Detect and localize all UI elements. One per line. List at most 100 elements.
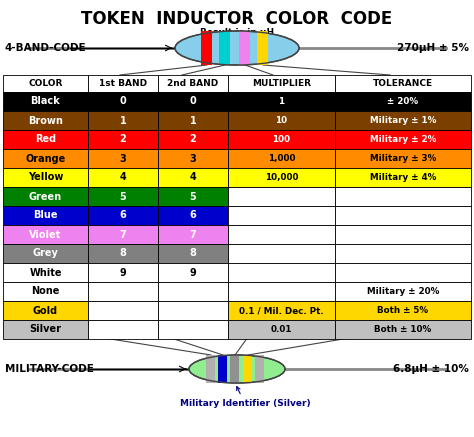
Bar: [158, 187, 228, 206]
Bar: [239, 31, 250, 65]
Text: 100: 100: [273, 135, 291, 144]
Text: 1: 1: [278, 97, 284, 106]
Bar: [3, 75, 88, 92]
Text: White: White: [29, 267, 62, 277]
Bar: [3, 282, 88, 301]
Text: 2: 2: [119, 135, 127, 145]
Bar: [158, 168, 228, 187]
Text: 7: 7: [119, 229, 127, 239]
Bar: [335, 282, 471, 301]
Bar: [335, 206, 471, 225]
Bar: [228, 168, 335, 187]
Text: Green: Green: [29, 191, 62, 201]
Text: 5: 5: [119, 191, 127, 201]
Bar: [335, 187, 471, 206]
Bar: [3, 111, 88, 130]
Bar: [219, 355, 228, 383]
Text: 7: 7: [190, 229, 196, 239]
Text: TOLERANCE: TOLERANCE: [373, 79, 433, 88]
Text: 2nd BAND: 2nd BAND: [167, 79, 219, 88]
Bar: [88, 92, 158, 111]
Bar: [88, 149, 158, 168]
Bar: [228, 149, 335, 168]
Bar: [158, 225, 228, 244]
Bar: [158, 111, 228, 130]
Text: 6.8μH ± 10%: 6.8μH ± 10%: [393, 364, 469, 374]
Text: Blue: Blue: [33, 211, 58, 221]
Text: 0.1 / Mil. Dec. Pt.: 0.1 / Mil. Dec. Pt.: [239, 306, 324, 315]
Bar: [3, 149, 88, 168]
Bar: [3, 187, 88, 206]
Bar: [244, 355, 253, 383]
Bar: [228, 225, 335, 244]
Text: Brown: Brown: [28, 115, 63, 125]
Text: ± 20%: ± 20%: [387, 97, 419, 106]
Bar: [335, 168, 471, 187]
Bar: [228, 263, 335, 282]
Bar: [228, 92, 335, 111]
Bar: [228, 320, 335, 339]
Text: 4-BAND-CODE: 4-BAND-CODE: [5, 43, 87, 53]
Text: Both ± 5%: Both ± 5%: [377, 306, 428, 315]
Bar: [88, 168, 158, 187]
Bar: [257, 31, 268, 65]
Bar: [3, 92, 88, 111]
Bar: [88, 130, 158, 149]
Text: MULTIPLIER: MULTIPLIER: [252, 79, 311, 88]
Text: Military ± 1%: Military ± 1%: [370, 116, 436, 125]
Bar: [230, 355, 239, 383]
Bar: [228, 111, 335, 130]
Bar: [335, 130, 471, 149]
Bar: [158, 92, 228, 111]
Text: 5: 5: [190, 191, 196, 201]
Text: Military ± 2%: Military ± 2%: [370, 135, 436, 144]
Bar: [88, 111, 158, 130]
Bar: [88, 282, 158, 301]
Bar: [255, 355, 264, 383]
Text: 1: 1: [119, 115, 127, 125]
Text: 3: 3: [190, 153, 196, 163]
Bar: [335, 320, 471, 339]
Text: Military ± 4%: Military ± 4%: [370, 173, 436, 182]
Text: 270μH ± 5%: 270μH ± 5%: [397, 43, 469, 53]
Text: 3: 3: [119, 153, 127, 163]
Bar: [158, 320, 228, 339]
Text: 4: 4: [190, 173, 196, 183]
Text: Gold: Gold: [33, 305, 58, 316]
Bar: [335, 301, 471, 320]
Bar: [3, 301, 88, 320]
Bar: [158, 282, 228, 301]
Bar: [335, 225, 471, 244]
Bar: [158, 301, 228, 320]
Text: Result is in μH: Result is in μH: [200, 28, 274, 37]
Text: Military ± 20%: Military ± 20%: [367, 287, 439, 296]
Text: Military ± 3%: Military ± 3%: [370, 154, 436, 163]
Text: Orange: Orange: [26, 153, 65, 163]
Bar: [228, 187, 335, 206]
Bar: [158, 130, 228, 149]
Text: 10,000: 10,000: [265, 173, 298, 182]
Text: 9: 9: [190, 267, 196, 277]
Text: TOKEN  INDUCTOR  COLOR  CODE: TOKEN INDUCTOR COLOR CODE: [82, 10, 392, 28]
Bar: [3, 206, 88, 225]
Bar: [158, 206, 228, 225]
Text: 6: 6: [119, 211, 127, 221]
Bar: [228, 206, 335, 225]
Bar: [88, 206, 158, 225]
Bar: [88, 263, 158, 282]
Bar: [228, 75, 335, 92]
Text: 1: 1: [190, 115, 196, 125]
Text: MILITARY-CODE: MILITARY-CODE: [5, 364, 94, 374]
Bar: [219, 31, 230, 65]
Bar: [201, 31, 212, 65]
Text: 0: 0: [119, 97, 127, 107]
Bar: [3, 130, 88, 149]
Text: 8: 8: [190, 249, 196, 259]
Text: 10: 10: [275, 116, 288, 125]
Text: 0.01: 0.01: [271, 325, 292, 334]
Bar: [158, 149, 228, 168]
Ellipse shape: [175, 31, 299, 65]
Text: 1st BAND: 1st BAND: [99, 79, 147, 88]
Text: 4: 4: [119, 173, 127, 183]
Bar: [88, 301, 158, 320]
